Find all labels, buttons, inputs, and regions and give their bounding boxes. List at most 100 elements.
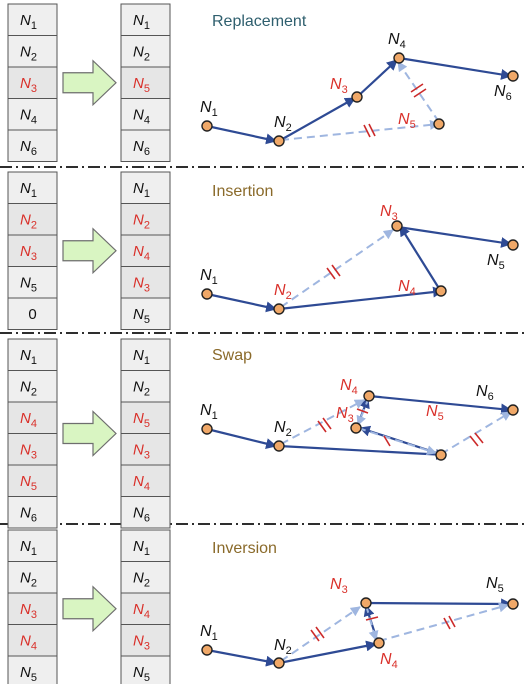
svg-text:N3: N3: [20, 75, 37, 95]
node-n4: [393, 52, 405, 64]
before-sequence-swap: N1 N2 N4 N3 N5 N6: [7, 338, 58, 529]
sequence-cell: N2: [120, 35, 171, 68]
svg-text:N4: N4: [133, 106, 150, 126]
svg-text:N5: N5: [20, 664, 37, 684]
node-n2: [273, 303, 285, 315]
swap-graph: [201, 390, 519, 461]
svg-text:N6: N6: [20, 138, 37, 158]
svg-text:N5: N5: [133, 664, 150, 684]
svg-text:N3: N3: [20, 601, 37, 621]
svg-text:N2: N2: [20, 43, 37, 63]
svg-text:N5: N5: [133, 306, 150, 326]
edge-n2-n3: [280, 229, 394, 308]
broken-link-mark: [383, 435, 391, 447]
svg-text:N4: N4: [20, 106, 37, 126]
edge-n2-n3: [278, 97, 356, 142]
node-label-n5: N5: [398, 111, 416, 131]
node-label-n3: N3: [380, 203, 398, 223]
svg-text:N3: N3: [133, 274, 150, 294]
broken-link-mark: [326, 264, 341, 280]
sequence-cell: N4: [7, 401, 58, 434]
sequence-cell: N3: [120, 266, 171, 299]
node-label-n4: N4: [340, 377, 358, 397]
sequence-cell: N4: [7, 624, 58, 657]
edge-n1-n2: [206, 427, 278, 449]
node-label-n6: N6: [476, 383, 494, 403]
sequence-cell: N5: [120, 401, 171, 434]
node-n3: [350, 422, 362, 434]
svg-text:0: 0: [28, 306, 36, 323]
svg-text:N1: N1: [133, 180, 150, 200]
svg-text:N4: N4: [20, 632, 37, 652]
svg-text:N1: N1: [20, 12, 37, 32]
node-label-n2: N2: [274, 637, 292, 657]
svg-text:N6: N6: [133, 504, 150, 524]
edge-n3-n5: [397, 225, 513, 248]
svg-text:N1: N1: [133, 347, 150, 367]
after-sequence-swap: N1 N2 N5 N3 N4 N6: [120, 338, 171, 529]
node-n6: [507, 70, 519, 82]
node-label-n1: N1: [200, 623, 218, 643]
svg-text:N1: N1: [20, 180, 37, 200]
sequence-cell: N3: [7, 592, 58, 625]
node-n5: [435, 449, 447, 461]
sequence-cell: N1: [7, 338, 58, 371]
edge-n4-n6: [398, 56, 513, 80]
node-label-n2: N2: [274, 114, 292, 134]
sequence-cell: N3: [120, 624, 171, 657]
broken-link-mark: [310, 626, 325, 642]
broken-link-mark: [317, 417, 332, 433]
sequence-cell: N3: [7, 433, 58, 466]
broken-link-mark: [365, 616, 379, 621]
sequence-cell: N4: [120, 592, 171, 625]
replacement-graph: [201, 52, 519, 147]
svg-text:N3: N3: [20, 243, 37, 263]
before-sequence-inversion: N1 N2 N3 N4 N5: [7, 529, 58, 684]
sequence-cell: N5: [120, 297, 171, 330]
title-inversion: Inversion: [212, 540, 277, 557]
node-n4: [373, 637, 385, 649]
node-n2: [273, 135, 285, 147]
node-n3: [360, 597, 372, 609]
edge-n3-n4: [356, 59, 398, 98]
sequence-cell: N2: [7, 203, 58, 236]
node-n5: [433, 118, 445, 130]
transform-arrow: [62, 410, 117, 457]
sequence-cell: N1: [120, 171, 171, 204]
sequence-cell: N5: [120, 66, 171, 99]
svg-text:N2: N2: [133, 43, 150, 63]
node-label-n3: N3: [330, 576, 348, 596]
node-label-n5: N5: [486, 575, 504, 595]
after-sequence-replacement: N1 N2 N5 N4 N6: [120, 3, 171, 162]
svg-text:N3: N3: [133, 632, 150, 652]
edge-n3-n5: [357, 427, 437, 456]
svg-text:N5: N5: [20, 473, 37, 493]
node-n4: [435, 285, 447, 297]
svg-text:N2: N2: [20, 378, 37, 398]
svg-text:N2: N2: [20, 211, 37, 231]
edge-n2-n5: [278, 444, 448, 460]
svg-text:N1: N1: [20, 538, 37, 558]
svg-text:N1: N1: [133, 12, 150, 32]
sequence-cell: N5: [7, 266, 58, 299]
node-n4: [363, 390, 375, 402]
node-label-n6: N6: [494, 83, 512, 103]
edge-n3-n4: [365, 604, 379, 641]
sequence-cell: N3: [7, 66, 58, 99]
node-label-n1: N1: [200, 402, 218, 422]
svg-text:N4: N4: [133, 473, 150, 493]
edge-n2-n4: [280, 399, 365, 445]
title-replacement: Replacement: [212, 13, 307, 30]
broken-link-mark: [443, 615, 456, 630]
node-n6: [507, 404, 519, 416]
svg-text:N2: N2: [133, 211, 150, 231]
node-label-n3: N3: [330, 76, 348, 96]
node-label-n4: N4: [398, 278, 416, 298]
svg-text:N3: N3: [20, 441, 37, 461]
node-label-n5: N5: [487, 252, 505, 272]
sequence-cell: N4: [7, 98, 58, 131]
sequence-cell: N2: [120, 561, 171, 594]
node-n1: [201, 644, 213, 656]
svg-text:N4: N4: [133, 601, 150, 621]
